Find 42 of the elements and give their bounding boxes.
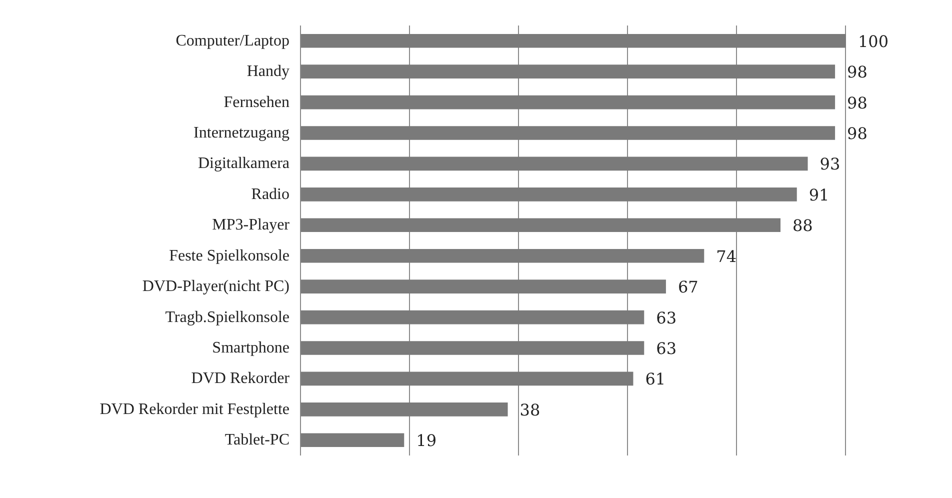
bar — [300, 64, 836, 78]
y-tick-label: Handy — [246, 63, 290, 80]
bar — [300, 218, 780, 232]
data-label: 98 — [847, 93, 868, 112]
bar — [300, 280, 666, 294]
y-tick-label: Feste Spielkonsole — [169, 247, 290, 264]
y-tick-label: Computer/Laptop — [176, 32, 290, 50]
y-tick-label: Tragb.Spielkonsole — [165, 308, 290, 326]
data-label: 38 — [520, 400, 540, 420]
y-tick-label: Radio — [251, 186, 290, 203]
bar — [300, 34, 846, 48]
bar — [300, 188, 797, 202]
y-tick-label: DVD Rekorder mit Festplette — [100, 400, 290, 418]
bar — [300, 95, 836, 110]
data-label: 19 — [416, 431, 436, 450]
bar — [300, 341, 644, 355]
data-label: 88 — [792, 216, 813, 236]
data-label: 67 — [678, 278, 698, 297]
bar — [300, 433, 404, 448]
y-tick-label: Tablet-PC — [224, 432, 290, 449]
data-label: 98 — [847, 124, 868, 143]
y-tick-label: Internetzugang — [194, 124, 290, 142]
data-label: 93 — [820, 154, 840, 174]
data-label: 91 — [808, 185, 830, 204]
bar — [300, 248, 704, 263]
y-tick-label: Fernsehen — [224, 94, 290, 111]
data-label: 61 — [645, 370, 666, 389]
y-tick-label: MP3-Player — [212, 216, 290, 234]
data-label: 98 — [847, 62, 868, 82]
bar — [300, 126, 836, 140]
y-tick-label: DVD-Player(nicht PC) — [142, 278, 290, 296]
data-label: 63 — [656, 339, 676, 358]
bar — [300, 402, 508, 416]
data-label: 100 — [858, 32, 888, 51]
bar — [300, 310, 644, 324]
bar — [300, 156, 808, 171]
bar — [300, 372, 634, 386]
data-label: 74 — [716, 246, 736, 266]
y-tick-label: DVD Rekorder — [191, 370, 290, 388]
y-tick-label: Smartphone — [212, 340, 290, 356]
data-label: 63 — [656, 308, 676, 328]
y-tick-label: Digitalkamera — [198, 155, 290, 172]
